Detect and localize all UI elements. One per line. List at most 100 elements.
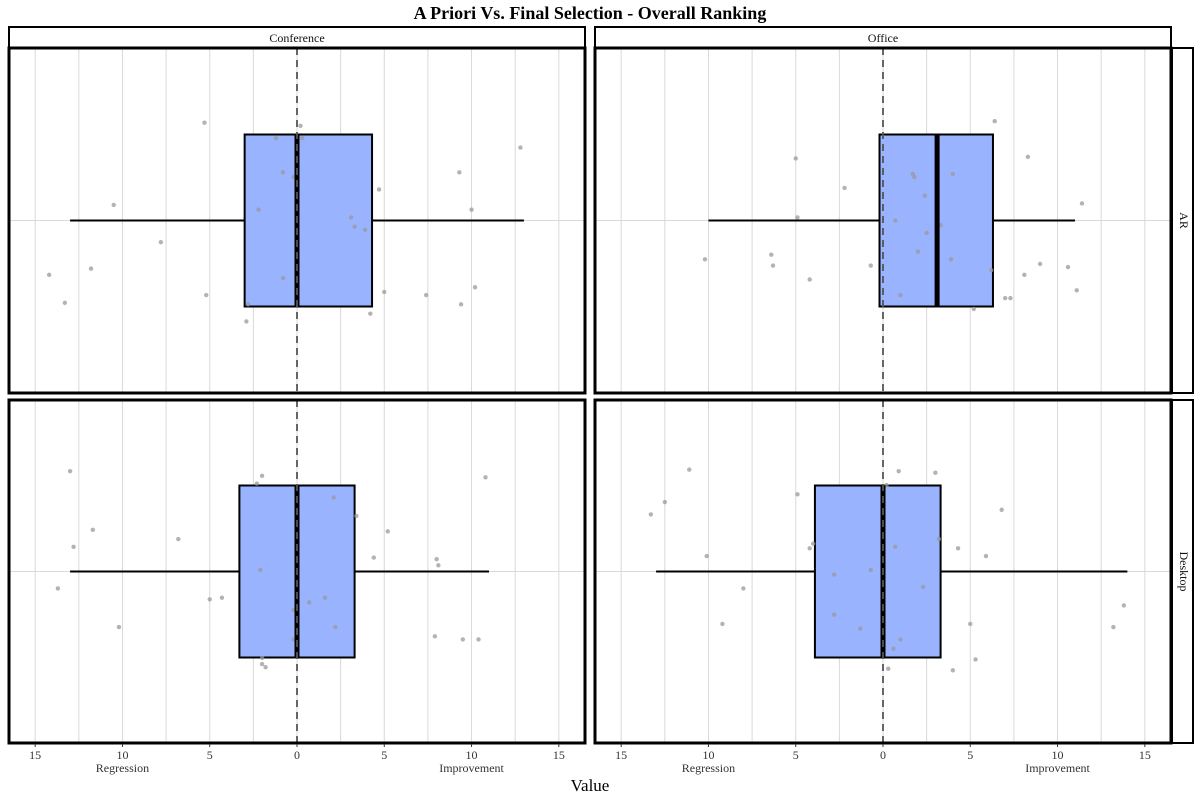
improvement-label: Improvement [1025,761,1090,775]
x-axis-title: Value [571,776,610,795]
data-point [936,536,942,542]
x-tick-label: 10 [1052,748,1064,762]
data-point [831,572,837,577]
data-point [1111,624,1116,630]
data-point [256,207,261,212]
data-point [458,302,464,307]
x-tick-label: 10 [116,748,128,762]
data-point [1074,288,1079,293]
x-tick-label: 10 [466,748,478,762]
data-point [273,136,279,141]
panel-border [7,46,587,395]
x-tick-label: 0 [880,748,886,762]
data-point [973,657,978,662]
data-point [968,621,973,627]
data-point [950,171,956,177]
chart-title: A Priori Vs. Final Selection - Overall R… [414,3,767,23]
data-point [46,272,52,278]
data-point [476,637,481,642]
data-point [893,218,898,223]
data-point [207,597,212,602]
panel-border [593,46,1173,395]
column-strip-label: Office [868,31,898,45]
data-point [933,470,938,475]
data-point [71,544,76,550]
data-point [116,624,122,630]
panel-office-ar [593,46,1173,395]
data-point [1002,295,1008,301]
data-point [769,252,774,257]
data-point [354,513,359,519]
data-point [920,584,926,590]
x-tick-label: 5 [967,748,973,762]
data-point [67,468,73,474]
data-point [219,595,225,600]
regression-label: Regression [682,761,735,775]
data-point [457,170,462,175]
data-point [1079,201,1085,206]
data-point [1022,272,1027,278]
x-tick-label: 5 [793,748,799,762]
data-point [62,300,68,305]
data-point [807,546,812,551]
row-strip-label: AR [1177,212,1191,229]
panel-office-desktop: 15 10 5 0 5 10 15 Regression Improvement [593,398,1173,775]
data-point [259,655,265,661]
data-point [371,555,376,560]
data-point [298,123,303,128]
data-point [992,118,997,124]
data-point [469,207,474,212]
x-tick-label: 15 [615,748,627,762]
data-point [331,495,336,500]
data-point [886,666,891,671]
data-point [55,586,61,591]
data-point [376,187,382,192]
row-strip-label: Desktop [1177,552,1191,592]
x-tick-label: 0 [294,748,300,762]
data-point [472,285,478,290]
data-point [868,567,873,573]
data-point [702,257,708,262]
data-point [1025,154,1031,160]
data-point [263,664,268,670]
panel-border [7,398,587,745]
data-point [983,553,989,559]
data-point [460,637,466,642]
data-point [204,292,209,298]
data-point [333,624,338,630]
data-point [368,311,373,316]
data-point [300,136,305,141]
regression-label: Regression [96,761,149,775]
data-point [348,215,354,220]
data-point [1065,264,1071,270]
improvement-label: Improvement [439,761,504,775]
data-point [948,257,954,262]
data-point [90,527,95,533]
data-point [352,224,357,229]
data-point [989,267,994,273]
data-point [704,553,709,559]
data-point [915,249,921,254]
data-point [434,556,439,562]
data-point [950,668,956,673]
data-point [245,302,251,307]
data-point [793,156,798,161]
data-point [662,499,668,505]
x-tick-label: 15 [29,748,41,762]
data-point [971,306,976,312]
data-point [382,289,387,295]
data-point [999,507,1004,512]
data-point [362,227,368,233]
data-point [720,621,725,627]
column-strip-label: Conference [269,31,324,45]
data-point [423,292,429,298]
data-point [436,563,441,568]
data-point [258,567,263,573]
data-point [831,612,837,617]
data-point [741,586,746,591]
data-point [176,536,181,542]
data-point [432,634,438,639]
data-point [896,468,901,474]
x-tick-label: 5 [381,748,387,762]
